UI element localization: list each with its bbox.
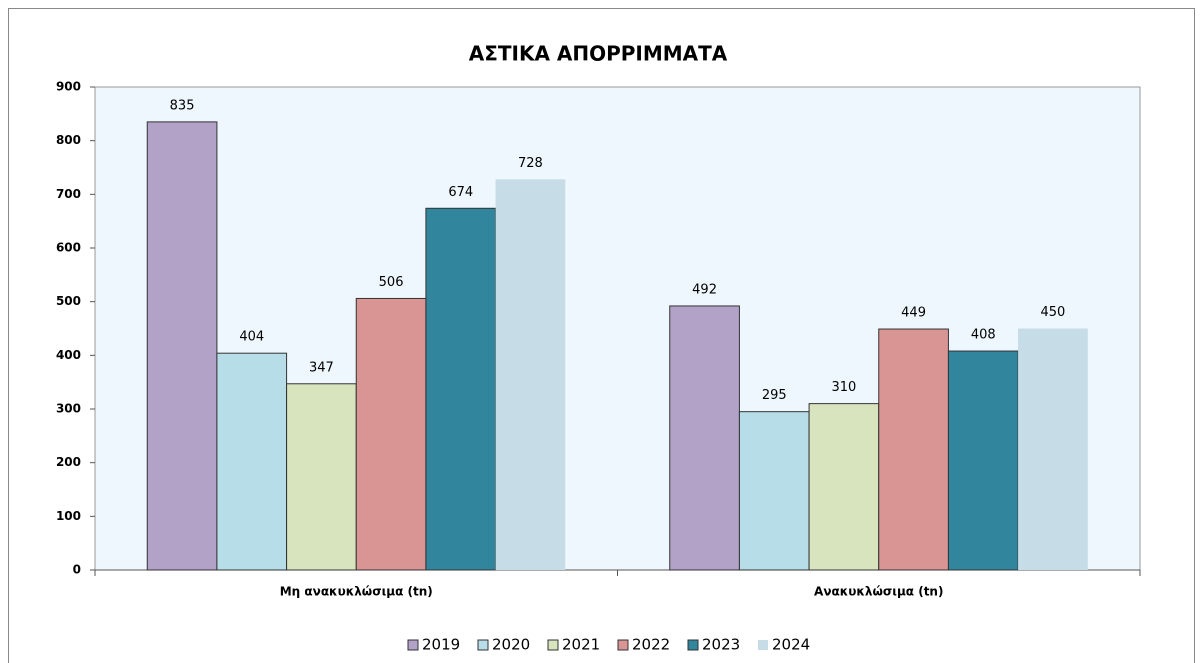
y-tick-label: 300 bbox=[56, 402, 81, 416]
y-tick-label: 900 bbox=[56, 80, 81, 94]
bar bbox=[808, 403, 880, 571]
bar bbox=[355, 297, 427, 571]
bar bbox=[425, 207, 497, 571]
legend-swatch bbox=[617, 639, 629, 651]
y-tick-label: 600 bbox=[56, 241, 81, 255]
value-label: 408 bbox=[971, 328, 996, 343]
bar bbox=[1018, 328, 1088, 570]
y-tick-label: 700 bbox=[56, 187, 81, 201]
bar bbox=[878, 328, 949, 571]
value-label: 347 bbox=[309, 360, 334, 375]
legend-label: 2022 bbox=[632, 636, 670, 654]
legend-swatch bbox=[477, 639, 489, 651]
y-tick-label: 0 bbox=[73, 563, 81, 577]
value-label: 835 bbox=[170, 98, 195, 113]
value-label: 728 bbox=[518, 156, 543, 171]
legend-swatch bbox=[547, 639, 559, 651]
bar bbox=[669, 305, 740, 571]
bar bbox=[146, 121, 218, 571]
bar bbox=[216, 352, 288, 571]
legend-label: 2021 bbox=[562, 636, 600, 654]
value-label: 450 bbox=[1041, 305, 1066, 320]
value-label: 449 bbox=[901, 306, 926, 321]
bar bbox=[495, 179, 566, 570]
value-label: 506 bbox=[379, 275, 404, 290]
legend-label: 2019 bbox=[422, 636, 460, 654]
y-tick-label: 800 bbox=[56, 133, 81, 147]
value-label: 674 bbox=[448, 185, 473, 200]
legend-swatch bbox=[407, 639, 419, 651]
y-tick-label: 200 bbox=[56, 455, 81, 469]
bar bbox=[738, 411, 810, 571]
chart-title: ΑΣΤΙΚΑ ΑΠΟΡΡΙΜΜΑΤΑ bbox=[469, 42, 728, 66]
y-tick-label: 500 bbox=[56, 294, 81, 308]
legend-label: 2024 bbox=[772, 636, 810, 654]
bar bbox=[947, 350, 1019, 571]
value-label: 310 bbox=[832, 380, 857, 395]
value-label: 492 bbox=[692, 282, 717, 297]
legend-swatch bbox=[758, 640, 768, 650]
value-label: 404 bbox=[239, 330, 264, 345]
bar bbox=[286, 383, 357, 571]
legend-label: 2023 bbox=[702, 636, 740, 654]
x-tick-label: Μη ανακυκλώσιμα (tn) bbox=[280, 585, 433, 599]
legend-label: 2020 bbox=[492, 636, 530, 654]
legend-swatch bbox=[687, 639, 699, 651]
y-tick-label: 100 bbox=[56, 509, 81, 523]
y-tick-label: 400 bbox=[56, 348, 81, 362]
x-tick-label: Ανακυκλώσιμα (tn) bbox=[814, 585, 943, 599]
value-label: 295 bbox=[762, 388, 787, 403]
